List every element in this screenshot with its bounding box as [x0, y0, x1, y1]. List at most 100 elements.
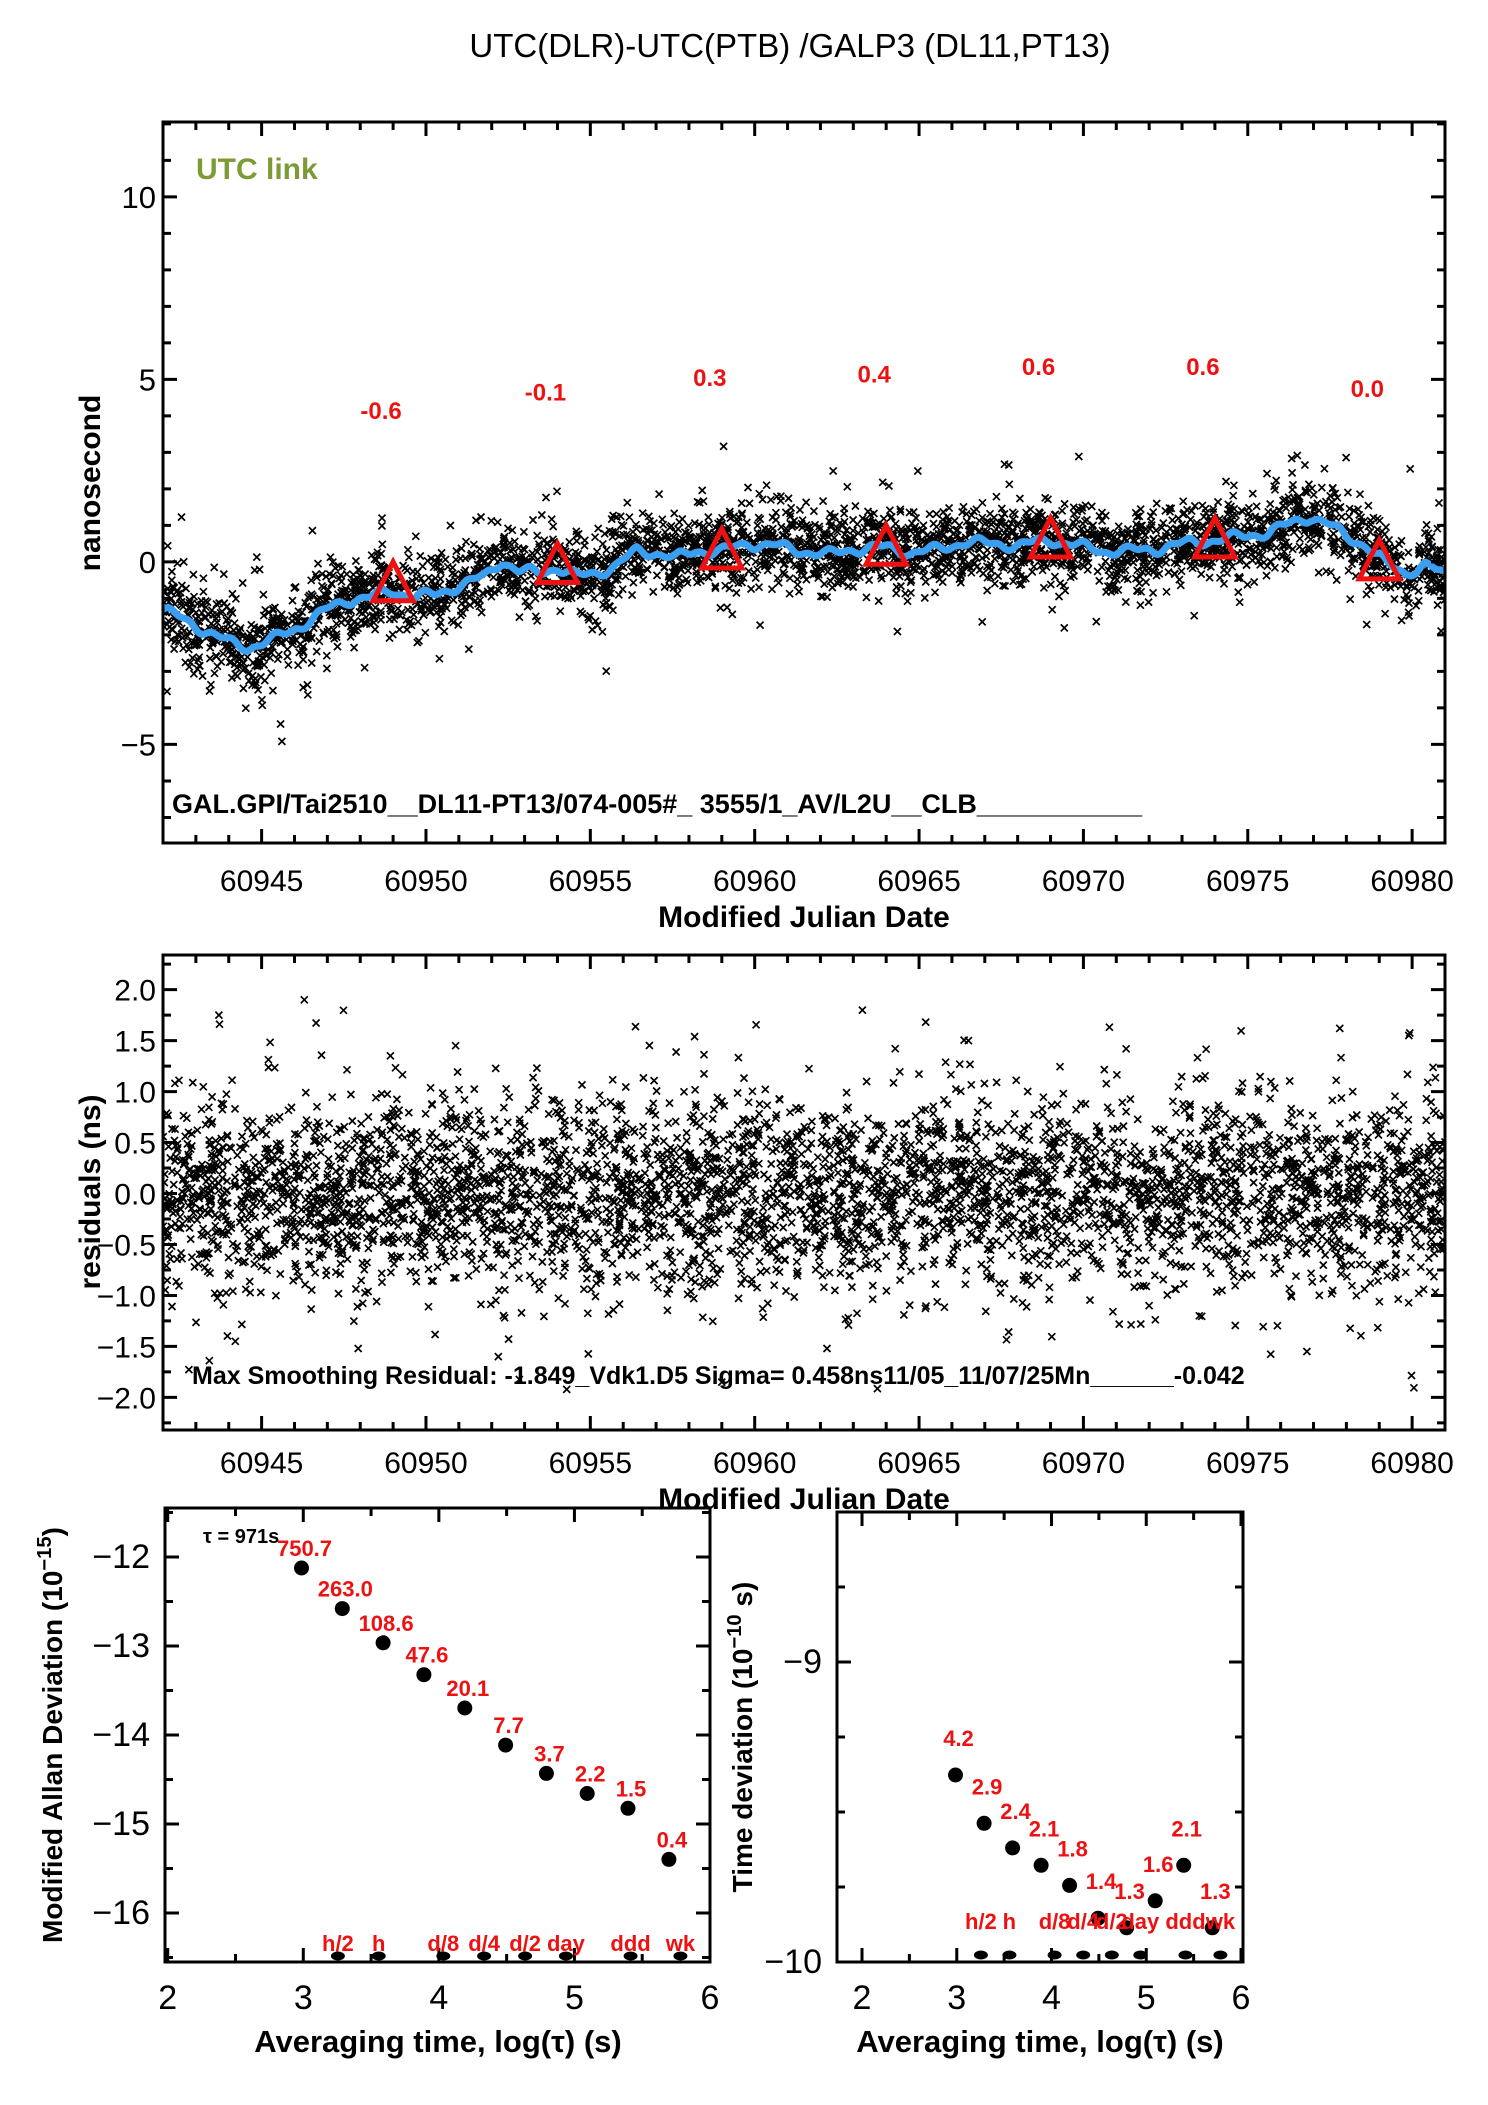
mdev-averaging-interval-markers: h/2 h d/8 d/4 d/2 day ddd wk [322, 1931, 696, 1961]
svg-text:60960: 60960 [713, 1447, 796, 1480]
svg-text:2.1: 2.1 [1029, 1816, 1060, 1841]
svg-text:1.0: 1.0 [114, 1077, 156, 1110]
mdev-panel: 750.7 263.0 108.6 47.6 20.17.7 3.7 2.2 1.5 0.4 h… [34, 1506, 719, 2059]
mdev-value-labels: 750.7 263.0 108.6 47.6 20.17.7 3.7 2.2 1.5 0.4 [277, 1536, 688, 1852]
svg-text:−5: −5 [121, 727, 156, 762]
svg-text:0.4: 0.4 [657, 1827, 688, 1852]
top-panel-axes [161, 120, 1447, 845]
svg-text:day: day [547, 1931, 586, 1956]
svg-text:1.4: 1.4 [1086, 1869, 1117, 1894]
svg-text:h: h [372, 1931, 385, 1956]
residuals-y-axis-title: residuals (ns) [74, 1094, 107, 1289]
residuals-x-tick-labels: 60945 60950 60955 60960 60965 60970 60975 60980 [220, 1447, 1454, 1480]
top-panel-y-tick-labels: 10 5 0 −5 [121, 180, 156, 763]
svg-text:−10: −10 [764, 1943, 822, 1981]
top-panel-x-axis-title: Modified Julian Date [658, 901, 950, 934]
tdev-panel-axes [835, 1510, 1245, 1964]
tau-annotation: τ = 971s [203, 1526, 279, 1548]
utc-link-label: UTC link [196, 153, 318, 186]
svg-text:d/4: d/4 [468, 1931, 501, 1956]
calibration-triangle-markers [369, 512, 1404, 604]
residuals-stats-text: Max Smoothing Residual: -1.849_Vdk1.D5 S… [192, 1362, 1245, 1390]
svg-text:750.7: 750.7 [277, 1536, 332, 1561]
svg-text:−1.5: −1.5 [97, 1331, 156, 1364]
mdev-panel-axes [163, 1506, 712, 1964]
svg-text:d/2: d/2 [1096, 1909, 1128, 1934]
svg-text:60955: 60955 [549, 865, 632, 898]
mdev-x-tick-labels: 2 3 4 5 6 [158, 1979, 719, 2017]
svg-text:−0.5: −0.5 [97, 1229, 156, 1262]
svg-text:60975: 60975 [1206, 1447, 1289, 1480]
svg-text:-0.6: -0.6 [360, 398, 401, 425]
residuals-y-tick-labels: 2.0 1.5 1.0 0.5 0.0 −0.5 −1.0 −1.5 −2.0 [97, 975, 156, 1416]
svg-text:6: 6 [701, 1979, 720, 2017]
svg-text:d/4: d/4 [1067, 1909, 1100, 1934]
svg-text:5: 5 [565, 1979, 584, 2017]
svg-text:2.1: 2.1 [1171, 1816, 1202, 1841]
svg-text:1.5: 1.5 [616, 1776, 647, 1801]
svg-text:60965: 60965 [877, 865, 960, 898]
svg-text:60955: 60955 [549, 1447, 632, 1480]
mdev-y-axis-title: Modified Allan Deviation (10−15) [34, 1527, 68, 1943]
tdev-data-points [948, 1767, 1220, 1936]
svg-text:ddd: ddd [610, 1931, 650, 1956]
svg-text:h: h [1003, 1909, 1016, 1934]
tdev-y-axis-title: Time deviation (10−10 s) [724, 1582, 758, 1893]
svg-text:2.0: 2.0 [114, 975, 156, 1008]
svg-text:108.6: 108.6 [359, 1611, 414, 1636]
svg-text:60950: 60950 [384, 865, 467, 898]
tdev-y-tick-labels: −9 −10 [764, 1643, 822, 1981]
top-panel-y-axis-title: nanosecond [74, 395, 107, 572]
svg-text:0.0: 0.0 [114, 1179, 156, 1212]
svg-text:2: 2 [853, 1979, 872, 2017]
svg-text:3: 3 [947, 1979, 966, 2017]
mdev-data-points [294, 1560, 677, 1867]
mdev-x-axis-title: Averaging time, log(τ) (s) [254, 2024, 622, 2059]
svg-text:h/2: h/2 [322, 1931, 354, 1956]
svg-text:−1.0: −1.0 [97, 1280, 156, 1313]
svg-text:0.5: 0.5 [114, 1128, 156, 1161]
svg-text:2: 2 [158, 1979, 177, 2017]
svg-text:0.6: 0.6 [1186, 354, 1219, 381]
svg-text:6: 6 [1232, 1979, 1251, 2017]
mdev-y-tick-labels: −12 −13 −14 −15 −16 [92, 1538, 150, 1932]
svg-text:wk: wk [665, 1931, 696, 1956]
svg-text:0.6: 0.6 [1022, 354, 1055, 381]
svg-text:1.3: 1.3 [1200, 1879, 1231, 1904]
svg-text:2.4: 2.4 [1000, 1799, 1031, 1824]
svg-text:2.2: 2.2 [575, 1762, 606, 1787]
svg-text:wk: wk [1205, 1909, 1236, 1934]
top-panel-scatter-points [163, 442, 1445, 746]
svg-text:60945: 60945 [220, 865, 303, 898]
svg-text:20.1: 20.1 [446, 1676, 489, 1701]
svg-text:2.9: 2.9 [972, 1774, 1003, 1799]
svg-text:0.4: 0.4 [857, 361, 891, 388]
svg-text:−2.0: −2.0 [97, 1382, 156, 1415]
svg-text:d/8: d/8 [1039, 1909, 1071, 1934]
svg-text:4.2: 4.2 [943, 1726, 974, 1751]
top-panel-x-tick-labels: 60945 60950 60955 60960 60965 60970 60975 60980 [220, 865, 1454, 898]
svg-text:−14: −14 [92, 1716, 150, 1754]
svg-text:10: 10 [122, 180, 156, 215]
svg-text:60945: 60945 [220, 1447, 303, 1480]
svg-text:d/8: d/8 [427, 1931, 459, 1956]
svg-text:0: 0 [139, 545, 156, 580]
svg-text:5: 5 [1137, 1979, 1156, 2017]
svg-text:7.7: 7.7 [493, 1713, 524, 1738]
svg-text:−9: −9 [783, 1643, 822, 1681]
svg-text:4: 4 [1042, 1979, 1061, 2017]
svg-text:60970: 60970 [1042, 1447, 1125, 1480]
svg-text:0.3: 0.3 [693, 365, 726, 392]
svg-text:1.3: 1.3 [1114, 1879, 1145, 1904]
tdev-value-labels: 4.22.92.42.11.81.41.31.62.11.3 [943, 1726, 1230, 1904]
residuals-panel: 60945 60950 60955 60960 60965 60970 60975 60980… [74, 953, 1454, 1516]
svg-text:d/2: d/2 [509, 1931, 541, 1956]
svg-text:60980: 60980 [1370, 1447, 1453, 1480]
svg-text:5: 5 [139, 362, 156, 397]
top-panel: -0.6-0.10.3 0.4 0.6 0.60.0 60945 60950 60955 6… [74, 120, 1454, 934]
tdev-panel: 4.22.92.42.11.81.41.31.62.11.3 h/2 h d/8d/… [724, 1510, 1251, 2059]
svg-text:60960: 60960 [713, 865, 796, 898]
